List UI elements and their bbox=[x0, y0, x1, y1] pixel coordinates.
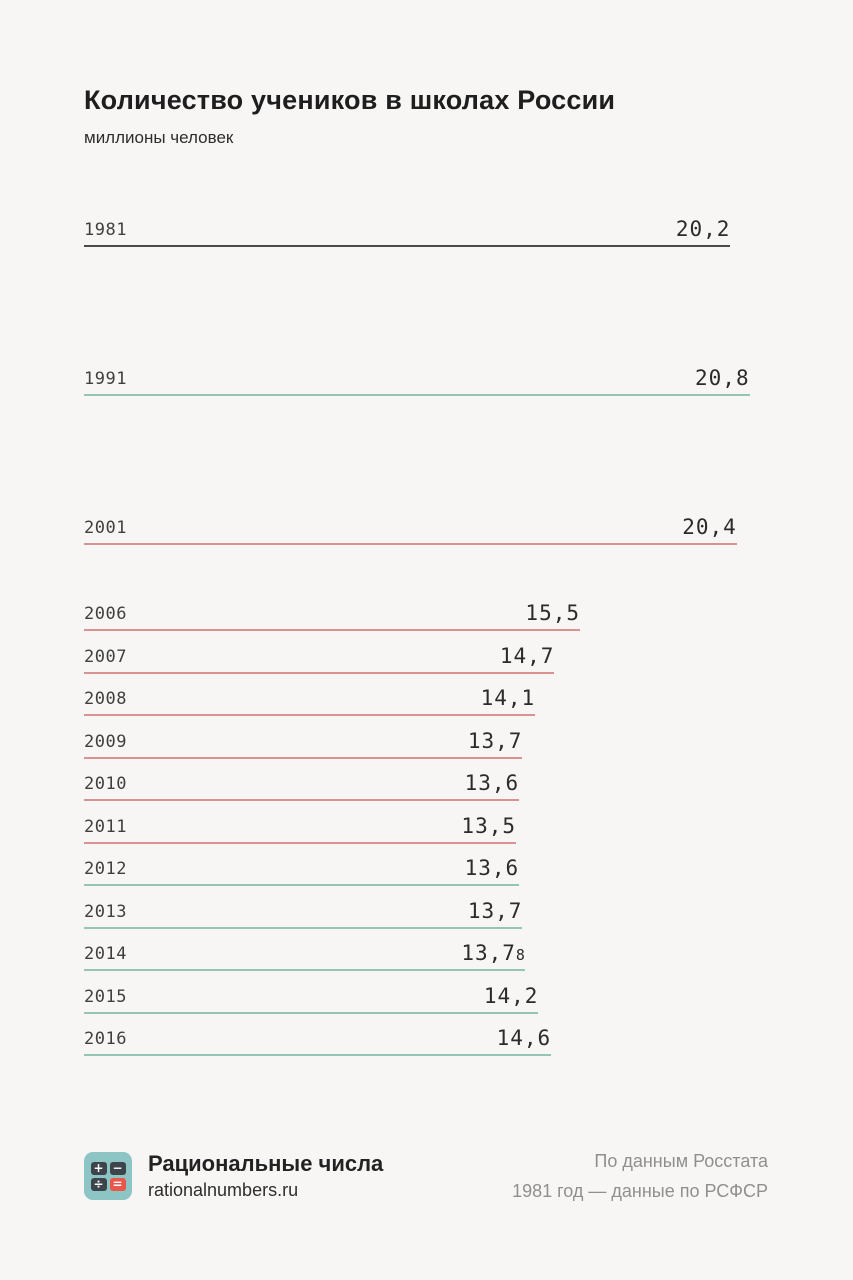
bar-chart: 1981 20,2 1991 20,8 2001 20,4 2006 15,5 2007 14,7… bbox=[84, 209, 768, 1057]
year-label: 1991 bbox=[84, 369, 127, 390]
footer: + − ÷ = Рациональные числа rationalnumbe… bbox=[84, 1146, 768, 1206]
bar-line: 2010 13,6 bbox=[84, 763, 520, 802]
year-label: 2009 bbox=[84, 731, 127, 752]
value-label: 13,7 bbox=[467, 728, 523, 753]
bar-line: 2014 13,78 bbox=[84, 933, 525, 972]
bar-line: 2008 14,1 bbox=[84, 678, 536, 717]
chart-row-2015: 2015 14,2 bbox=[84, 978, 768, 1014]
value-label: 13,78 bbox=[461, 941, 525, 966]
value-label: 13,6 bbox=[464, 771, 520, 796]
value-label: 14,1 bbox=[480, 686, 536, 711]
bar-line: 1991 20,8 bbox=[84, 358, 750, 397]
year-label: 2008 bbox=[84, 689, 127, 710]
chart-row-2016: 2016 14,6 bbox=[84, 1018, 768, 1057]
bar-line: 2015 14,2 bbox=[84, 976, 539, 1014]
bar-line: 2012 13,6 bbox=[84, 848, 520, 887]
chart-row-2012: 2012 13,6 bbox=[84, 848, 768, 887]
bar-line: 2009 13,7 bbox=[84, 721, 523, 759]
plus-icon: + bbox=[90, 1161, 107, 1175]
year-label: 2015 bbox=[84, 986, 127, 1007]
chart-row-2007: 2007 14,7 bbox=[84, 638, 768, 674]
year-label: 1981 bbox=[84, 220, 127, 241]
chart-row-2001: 2001 20,4 bbox=[84, 507, 768, 546]
bar-line: 2007 14,7 bbox=[84, 636, 555, 674]
value-label: 14,6 bbox=[496, 1026, 552, 1051]
bar-line: 2011 13,5 bbox=[84, 806, 516, 844]
bar-line: 2001 20,4 bbox=[84, 507, 737, 546]
value-small-digit: 8 bbox=[515, 946, 525, 965]
value-label: 13,7 bbox=[467, 898, 523, 923]
source-line-1: По данным Росстата bbox=[594, 1151, 768, 1172]
bar-line: 2016 14,6 bbox=[84, 1018, 552, 1057]
year-label: 2007 bbox=[84, 646, 127, 667]
year-label: 2010 bbox=[84, 774, 127, 795]
chart-unit-label: миллионы человек bbox=[84, 128, 234, 148]
year-label: 2013 bbox=[84, 901, 127, 922]
chart-row-2010: 2010 13,6 bbox=[84, 763, 768, 802]
value-label: 15,5 bbox=[525, 601, 580, 626]
bar-line: 2006 15,5 bbox=[84, 593, 580, 632]
page-title: Количество учеников в школах России bbox=[84, 85, 616, 115]
chart-row-1991: 1991 20,8 bbox=[84, 358, 768, 397]
value-label: 13,5 bbox=[461, 813, 516, 838]
brand-block: + − ÷ = Рациональные числа rationalnumbe… bbox=[84, 1150, 384, 1201]
brand-text: Рациональные числа rationalnumbers.ru bbox=[148, 1150, 384, 1201]
value-label: 13,6 bbox=[464, 856, 520, 881]
value-label: 20,8 bbox=[695, 366, 750, 391]
year-label: 2012 bbox=[84, 859, 127, 880]
year-label: 2014 bbox=[84, 944, 127, 965]
value-label: 20,4 bbox=[682, 515, 737, 540]
brand-url: rationalnumbers.ru bbox=[148, 1179, 299, 1200]
year-label: 2006 bbox=[84, 604, 127, 625]
bar-line: 1981 20,2 bbox=[84, 209, 731, 248]
minus-icon: − bbox=[109, 1161, 126, 1175]
brand-name: Рациональные числа bbox=[148, 1150, 384, 1176]
chart-row-2008: 2008 14,1 bbox=[84, 678, 768, 717]
chart-row-2014: 2014 13,78 bbox=[84, 933, 768, 972]
equals-icon: = bbox=[109, 1177, 126, 1191]
chart-row-2011: 2011 13,5 bbox=[84, 808, 768, 844]
year-label: 2001 bbox=[84, 518, 127, 539]
value-label: 14,2 bbox=[483, 983, 539, 1008]
chart-row-2006: 2006 15,5 bbox=[84, 593, 768, 632]
data-source-note: По данным Росстата 1981 год — данные по … bbox=[512, 1146, 768, 1206]
chart-row-1981: 1981 20,2 bbox=[84, 209, 768, 248]
value-label: 20,2 bbox=[675, 217, 731, 242]
year-label: 2016 bbox=[84, 1029, 127, 1050]
chart-row-2013: 2013 13,7 bbox=[84, 893, 768, 929]
bar-line: 2013 13,7 bbox=[84, 891, 523, 929]
year-label: 2011 bbox=[84, 816, 127, 837]
calculator-logo-icon: + − ÷ = bbox=[84, 1152, 132, 1201]
chart-row-2009: 2009 13,7 bbox=[84, 723, 768, 759]
divide-icon: ÷ bbox=[90, 1177, 107, 1191]
value-label: 14,7 bbox=[499, 643, 555, 668]
source-line-2: 1981 год — данные по РСФСР bbox=[512, 1181, 768, 1202]
